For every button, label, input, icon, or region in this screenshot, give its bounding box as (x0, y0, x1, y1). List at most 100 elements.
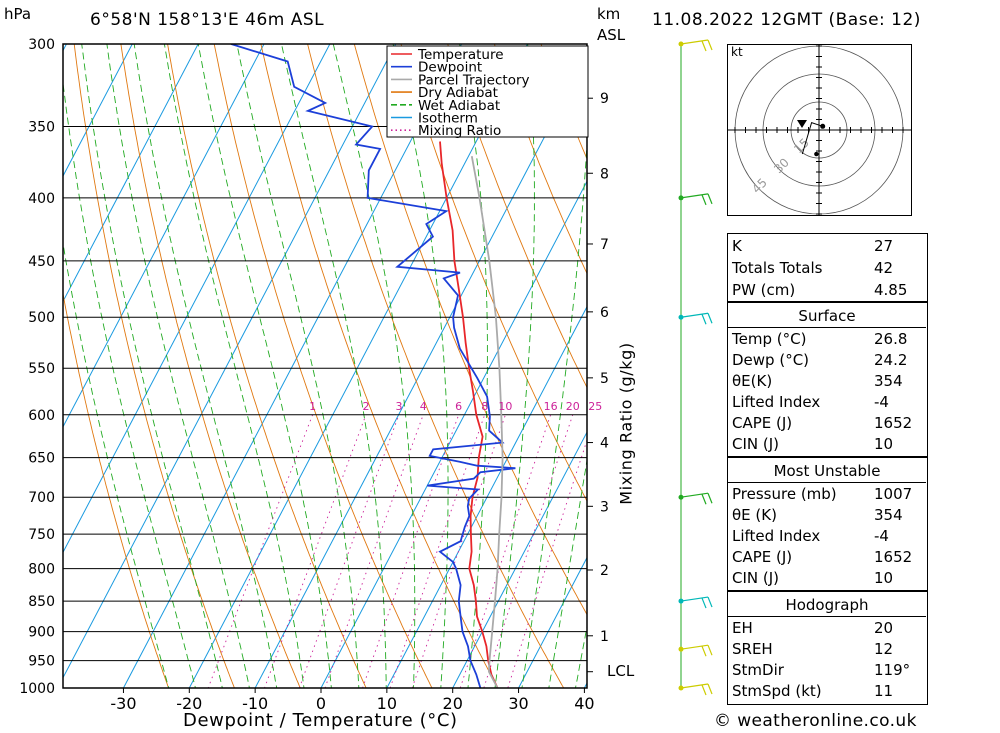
mixing-ratio-label: 4 (420, 400, 427, 413)
isotherm-line (517, 556, 587, 688)
km-tick-label: 7 (600, 237, 609, 253)
table-row: Lifted Index -4 (728, 392, 926, 413)
km-label: km (597, 5, 621, 23)
temperature-tick-label: 30 (508, 694, 528, 713)
surface-table: Surface Temp (°C) 26.8 Dewp (°C) 24.2 θE… (727, 302, 928, 457)
mixing-ratio-label: 20 (566, 400, 580, 413)
row-value: 10 (874, 569, 894, 587)
row-label: Pressure (mb) (732, 485, 837, 503)
table-row: StmSpd (kt) 11 (728, 681, 926, 702)
row-value: 10 (874, 435, 894, 453)
row-value: -4 (874, 527, 889, 545)
legend-entry: Mixing Ratio (418, 123, 501, 139)
table-row: SREH 12 (728, 639, 926, 660)
mixing-ratio-label: 8 (481, 400, 488, 413)
mixing-ratio-label: 25 (588, 400, 602, 413)
row-value: -4 (874, 393, 889, 411)
wet-adiabat-line (133, 44, 278, 688)
km-tick-label: 6 (600, 305, 609, 321)
asl-label: ASL (597, 26, 626, 44)
row-value: 1652 (874, 414, 913, 432)
row-label: Dewp (°C) (732, 351, 810, 369)
temperature-tick-label: 10 (377, 694, 397, 713)
row-label: CIN (J) (732, 569, 780, 587)
row-value: 1652 (874, 548, 913, 566)
pressure-tick-label: 350 (28, 119, 55, 135)
storm-motion-marker (797, 120, 807, 128)
legend-entry: Wet Adiabat (418, 98, 500, 114)
km-tick-label: 1 (600, 629, 609, 645)
wind-barb (680, 644, 713, 657)
isotherm-line (63, 44, 265, 428)
row-label: CIN (J) (732, 435, 780, 453)
wet-adiabat-line (575, 624, 587, 688)
row-label: Temp (°C) (732, 330, 807, 348)
row-label: StmSpd (kt) (732, 682, 822, 700)
pressure-tick-label: 600 (28, 408, 55, 424)
lcl-label: LCL (607, 662, 635, 680)
row-label: CAPE (J) (732, 414, 793, 432)
legend-entry: Dry Adiabat (418, 85, 498, 101)
row-value: 354 (874, 372, 903, 390)
datetime-title: 11.08.2022 12GMT (Base: 12) (652, 10, 921, 30)
table-row: EH 20 (728, 618, 926, 639)
km-tick-label: 3 (600, 499, 609, 515)
wind-barb (680, 312, 713, 325)
wet-adiabat-line (163, 44, 305, 688)
hodograph-title: Hodograph (785, 596, 869, 614)
row-value: 20 (874, 619, 894, 637)
mixing-ratio-line (507, 438, 587, 688)
most-unstable-table: Most Unstable Pressure (mb) 1007 θE (K) … (727, 457, 928, 591)
row-value: 24.2 (874, 351, 908, 369)
wind-barb (680, 39, 713, 52)
row-label: CAPE (J) (732, 548, 793, 566)
row-value: 26.8 (874, 330, 908, 348)
dry-adiabat-line (493, 44, 587, 275)
pressure-tick-label: 550 (28, 361, 55, 377)
row-label: K (732, 237, 742, 255)
parcel-trajectory-profile (470, 156, 504, 688)
hodograph-unit: kt (731, 45, 743, 59)
isotherm-line (63, 44, 133, 178)
legend-entry: Isotherm (418, 111, 478, 127)
x-axis-label: Dewpoint / Temperature (°C) (183, 710, 458, 731)
mixing-ratio-line (207, 414, 314, 688)
table-row: StmDir 119° (728, 660, 926, 681)
temperature-profile (439, 141, 499, 688)
pressure-tick-label: 1000 (19, 681, 55, 697)
pressure-tick-label: 950 (28, 654, 55, 670)
row-label: PW (cm) (732, 281, 796, 299)
row-label: SREH (732, 640, 773, 658)
row-value: 354 (874, 506, 903, 524)
site-credit-link[interactable]: © weatheronline.co.uk (714, 711, 917, 731)
mixing-ratio-label: 16 (544, 400, 558, 413)
table-row: Dewp (°C) 24.2 (728, 350, 926, 371)
row-label: θE (K) (732, 506, 777, 524)
stability-index-table: K 27 Totals Totals 42 PW (cm) 4.85 (727, 233, 928, 302)
surface-title: Surface (798, 307, 856, 325)
isotherm-line (320, 180, 587, 688)
dry-adiabat-line (447, 44, 587, 389)
pressure-tick-label: 400 (28, 191, 55, 207)
pressure-tick-label: 800 (28, 562, 55, 578)
pressure-tick-label: 500 (28, 310, 55, 326)
mixing-ratio-line (264, 414, 367, 688)
table-row: PW (cm) 4.85 (728, 280, 926, 301)
row-value: 4.85 (874, 281, 908, 299)
hodograph-trace (801, 121, 823, 155)
mixing-ratio-line (459, 414, 552, 688)
pressure-tick-label: 750 (28, 527, 55, 543)
dry-adiabat-line (120, 44, 301, 688)
km-tick-label: 2 (600, 563, 609, 579)
km-tick-label: 4 (600, 436, 609, 452)
table-row: CAPE (J) 1652 (728, 547, 926, 568)
mixing-ratio-line (483, 414, 574, 688)
isotherm-line (63, 44, 397, 679)
temperature-tick-label: -10 (242, 694, 268, 713)
table-row: Pressure (mb) 1007 (728, 484, 926, 505)
km-tick-label: 5 (600, 371, 609, 387)
row-label: θE(K) (732, 372, 773, 390)
wind-barb (680, 492, 713, 505)
